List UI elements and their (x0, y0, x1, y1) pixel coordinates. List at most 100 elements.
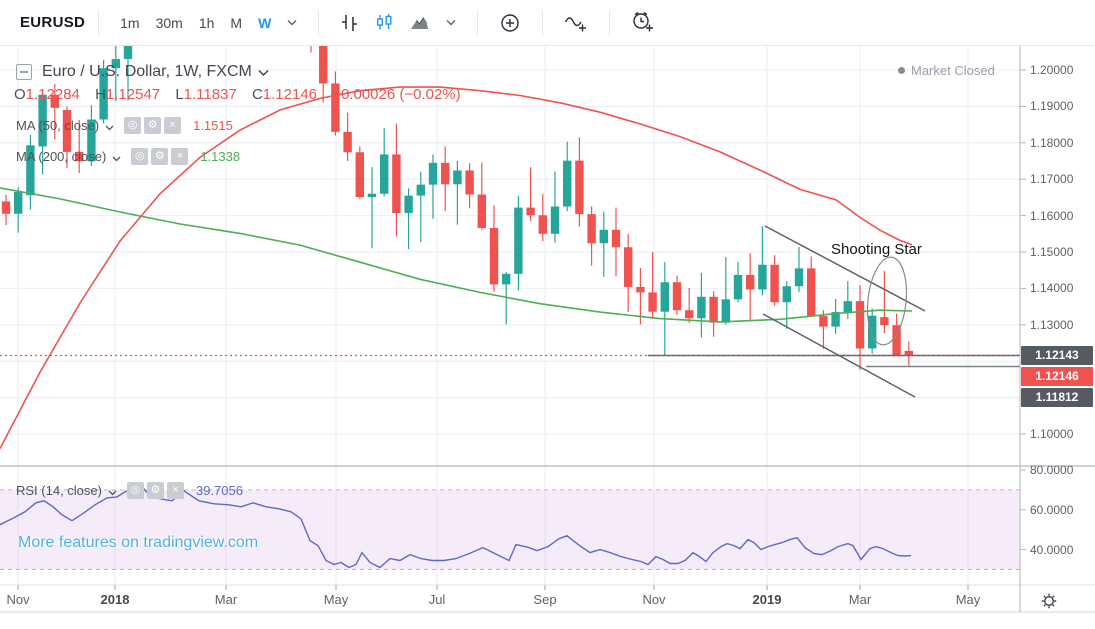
timeframe-button-1m[interactable]: 1m (120, 14, 140, 31)
candle-body (87, 119, 96, 162)
open-value: 1.12284 (25, 86, 80, 103)
ma200-label[interactable]: MA (200, close) (16, 148, 107, 164)
candle-body (50, 94, 59, 108)
chart-title[interactable]: Euro / U.S. Dollar, 1W, FXCM (42, 62, 252, 80)
ma50-value: 1.1515 (193, 117, 233, 133)
candle-body (733, 274, 743, 300)
candle-body (746, 274, 755, 290)
time-tick-label: May (323, 592, 349, 607)
candle-body (355, 152, 364, 198)
price-tick-label: 1.17000 (1030, 172, 1074, 187)
ma50-legend-row: MA (50, close) ◎ ⚙ × 1.1515 (16, 116, 233, 134)
ma200-remove-icon[interactable]: × (171, 147, 189, 165)
candle-body (26, 145, 35, 196)
chart-style-dropdown-chevron-icon[interactable] (446, 19, 456, 26)
candle-body (880, 317, 889, 326)
ohlc-readout: O1.12284 H1.12547 L1.11837 C1.12146 −0.0… (14, 86, 472, 103)
shooting-star-annotation-label[interactable]: Shooting Star (831, 241, 922, 258)
open-label: O (14, 86, 26, 103)
candle-chart-style-icon[interactable] (375, 13, 394, 32)
rsi-menu-chevron-icon[interactable] (108, 484, 117, 499)
rsi-tick-label: 40.0000 (1030, 542, 1074, 557)
ma50-line[interactable] (0, 86, 913, 449)
candle-body (831, 312, 840, 327)
price-tick-label: 1.16000 (1030, 208, 1074, 223)
rsi-band (0, 489, 1020, 570)
symbol-name[interactable]: EURUSD (20, 14, 86, 31)
channel-trendline-1[interactable] (764, 225, 926, 312)
ma200-settings-icon[interactable]: ⚙ (151, 147, 169, 165)
price-tick-label: 1.10000 (1030, 427, 1074, 441)
rsi-remove-icon[interactable]: × (166, 481, 184, 499)
tradingview-watermark-link[interactable]: More features on tradingview.com (18, 534, 259, 551)
timeframe-button-M[interactable]: M (230, 14, 243, 31)
candle-body (14, 191, 23, 214)
ma50-label[interactable]: MA (50, close) (16, 117, 100, 133)
low-label: L (175, 86, 184, 103)
ma50-menu-chevron-icon[interactable] (105, 119, 114, 134)
price-tag-2: 1.12146 (1021, 366, 1093, 386)
ma200-menu-chevron-icon[interactable] (112, 150, 121, 165)
candle-body (770, 264, 779, 303)
candle-body (123, 45, 133, 60)
timeframe-button-W[interactable]: W (258, 14, 272, 31)
candle-body (575, 160, 584, 215)
time-tick-label: Nov (6, 592, 30, 607)
candle-body (697, 296, 706, 319)
toolbar-divider (542, 9, 544, 36)
candle-body (526, 207, 535, 216)
timeframe-button-1h[interactable]: 1h (198, 14, 215, 31)
rsi-legend-row: RSI (14, close) ◎ ⚙ × 39.7056 (16, 481, 243, 499)
time-tick-label: 2018 (100, 592, 130, 607)
ma50-remove-icon[interactable]: × (164, 116, 182, 134)
candle-body (502, 273, 511, 285)
ma50-settings-icon[interactable]: ⚙ (144, 116, 162, 134)
candle-body (904, 350, 913, 356)
time-tick-label: Sep (533, 592, 557, 607)
time-tick-label: Nov (642, 592, 666, 607)
candle-body (38, 94, 47, 147)
shooting-star-ellipse[interactable] (864, 255, 911, 346)
candle-body (343, 131, 352, 153)
time-tick-label: 2019 (752, 592, 782, 607)
candle-body (75, 151, 84, 162)
candle-body (892, 325, 901, 356)
channel-trendline-2[interactable] (762, 313, 916, 398)
bar-chart-style-icon[interactable] (340, 13, 359, 32)
ma200-line[interactable] (0, 187, 913, 323)
price-tick-label: 1.13000 (1030, 317, 1074, 332)
indicators-icon[interactable] (564, 12, 588, 34)
area-chart-style-icon[interactable] (410, 13, 430, 32)
ma50-visibility-icon[interactable]: ◎ (124, 116, 142, 134)
ma200-legend-row: MA (200, close) ◎ ⚙ × 1.1338 (16, 147, 240, 165)
candle-body (538, 215, 547, 234)
time-tick-label: Mar (214, 592, 238, 607)
ma200-visibility-icon[interactable]: ◎ (131, 147, 149, 165)
series-menu-chevron-icon[interactable] (258, 64, 269, 82)
candle-body (489, 227, 499, 285)
rsi-settings-icon[interactable]: ⚙ (146, 481, 164, 499)
timeframe-dropdown-chevron-icon[interactable] (287, 19, 297, 26)
close-value: 1.12146 (262, 86, 318, 103)
compare-symbol-icon[interactable] (499, 12, 521, 34)
rsi-label[interactable]: RSI (14, close) (16, 482, 102, 498)
candle-body (563, 160, 572, 207)
candle-body (62, 110, 72, 152)
time-tick-label: Jul (428, 592, 446, 607)
collapse-legend-icon[interactable] (16, 63, 32, 80)
candle-body (819, 316, 828, 327)
candle-body (514, 207, 523, 274)
alert-icon[interactable] (631, 11, 655, 34)
candle-body (624, 247, 633, 287)
top-toolbar: EURUSD 1m 30m 1h M W (0, 0, 1095, 46)
toolbar-divider (609, 9, 611, 36)
price-tick-label: 1.15000 (1030, 245, 1074, 259)
candle-body (331, 83, 340, 132)
change-value: −0.00026 (−0.02%) (332, 86, 461, 103)
candle-body (794, 268, 804, 287)
timeframe-button-30m[interactable]: 30m (155, 14, 183, 31)
chart-settings-gear-icon[interactable] (1040, 592, 1058, 615)
rsi-visibility-icon[interactable]: ◎ (126, 481, 144, 499)
